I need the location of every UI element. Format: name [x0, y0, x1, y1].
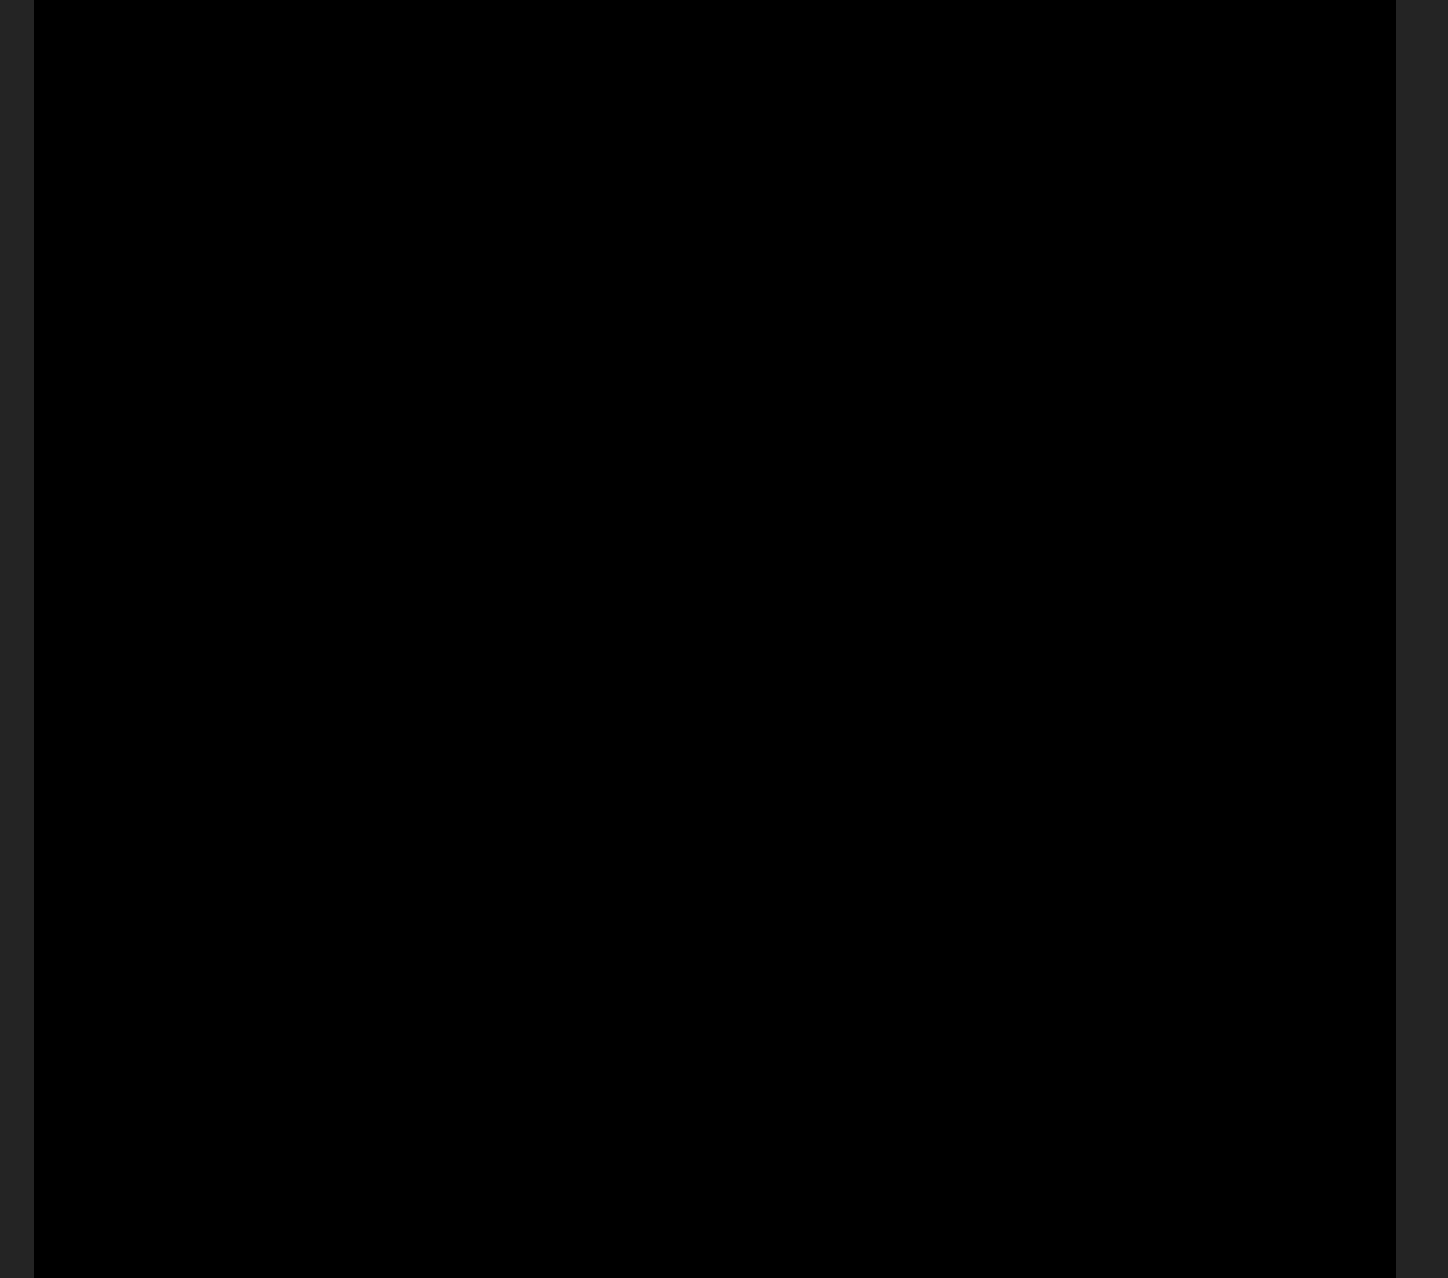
- window-margin-left: [0, 0, 34, 1278]
- window-margin-right: [1396, 0, 1448, 1278]
